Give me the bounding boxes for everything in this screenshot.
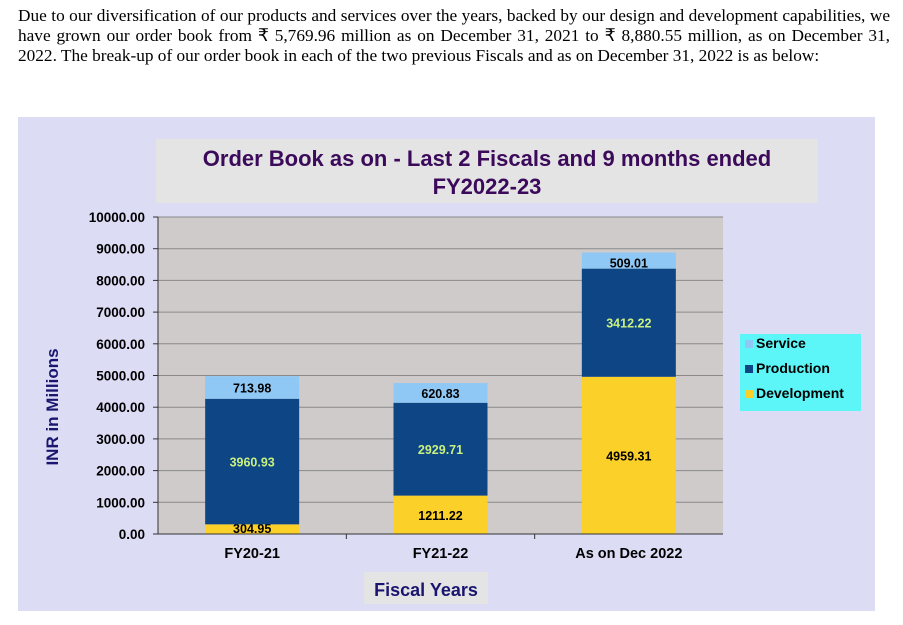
- x-axis-label-box: [364, 572, 488, 604]
- y-tick-label: 2000.00: [96, 464, 145, 479]
- chart-title-line-2: FY2022-23: [433, 174, 542, 199]
- bar-production-2: [581, 268, 676, 377]
- legend-swatch-production: [745, 365, 753, 373]
- bar-service-1: [393, 383, 488, 403]
- x-tick-label: As on Dec 2022: [575, 546, 682, 562]
- y-tick-label: 3000.00: [96, 432, 145, 447]
- legend-label-production: Production: [756, 360, 830, 376]
- data-label: 3412.22: [606, 317, 651, 331]
- data-label: 509.01: [610, 257, 648, 271]
- order-book-chart: Order Book as on - Last 2 Fiscals and 9 …: [18, 117, 875, 611]
- data-label: 1211.22: [418, 509, 463, 523]
- x-tick-label: FY21-22: [413, 546, 469, 562]
- y-tick-label: 9000.00: [96, 242, 145, 257]
- legend: [740, 334, 861, 411]
- y-axis-label: INR in Millions: [43, 348, 62, 465]
- y-tick-label: 5000.00: [96, 369, 145, 384]
- data-label: 620.83: [421, 387, 459, 401]
- bar-development-0: [205, 524, 300, 534]
- data-label: 4959.31: [606, 449, 651, 463]
- chart-title-line-1: Order Book as on - Last 2 Fiscals and 9 …: [203, 146, 771, 171]
- legend-label-development: Development: [756, 385, 844, 401]
- data-label: 304.95: [233, 522, 271, 536]
- data-label: 3960.93: [230, 456, 275, 470]
- y-tick-label: 0.00: [119, 527, 145, 542]
- data-label: 2929.71: [418, 443, 463, 457]
- bar-production-0: [205, 398, 300, 525]
- bar-development-2: [581, 376, 676, 534]
- legend-label-service: Service: [756, 335, 806, 351]
- y-tick-label: 8000.00: [96, 273, 145, 288]
- y-tick-label: 1000.00: [96, 495, 145, 510]
- intro-paragraph: Due to our diversification of our produc…: [18, 6, 890, 65]
- bar-service-0: [205, 376, 300, 399]
- x-axis-label: Fiscal Years: [374, 580, 478, 600]
- chart-title-box: [156, 139, 818, 203]
- y-tick-label: 6000.00: [96, 337, 145, 352]
- legend-swatch-service: [745, 340, 753, 348]
- legend-swatch-development: [745, 390, 753, 398]
- x-tick-label: FY20-21: [224, 546, 280, 562]
- bar-development-1: [393, 495, 488, 534]
- y-tick-label: 7000.00: [96, 305, 145, 320]
- bar-production-1: [393, 402, 488, 496]
- data-label: 713.98: [233, 381, 271, 395]
- bar-service-2: [581, 252, 676, 269]
- y-tick-label: 10000.00: [89, 210, 145, 225]
- chart-svg: Order Book as on - Last 2 Fiscals and 9 …: [43, 139, 861, 604]
- y-tick-label: 4000.00: [96, 400, 145, 415]
